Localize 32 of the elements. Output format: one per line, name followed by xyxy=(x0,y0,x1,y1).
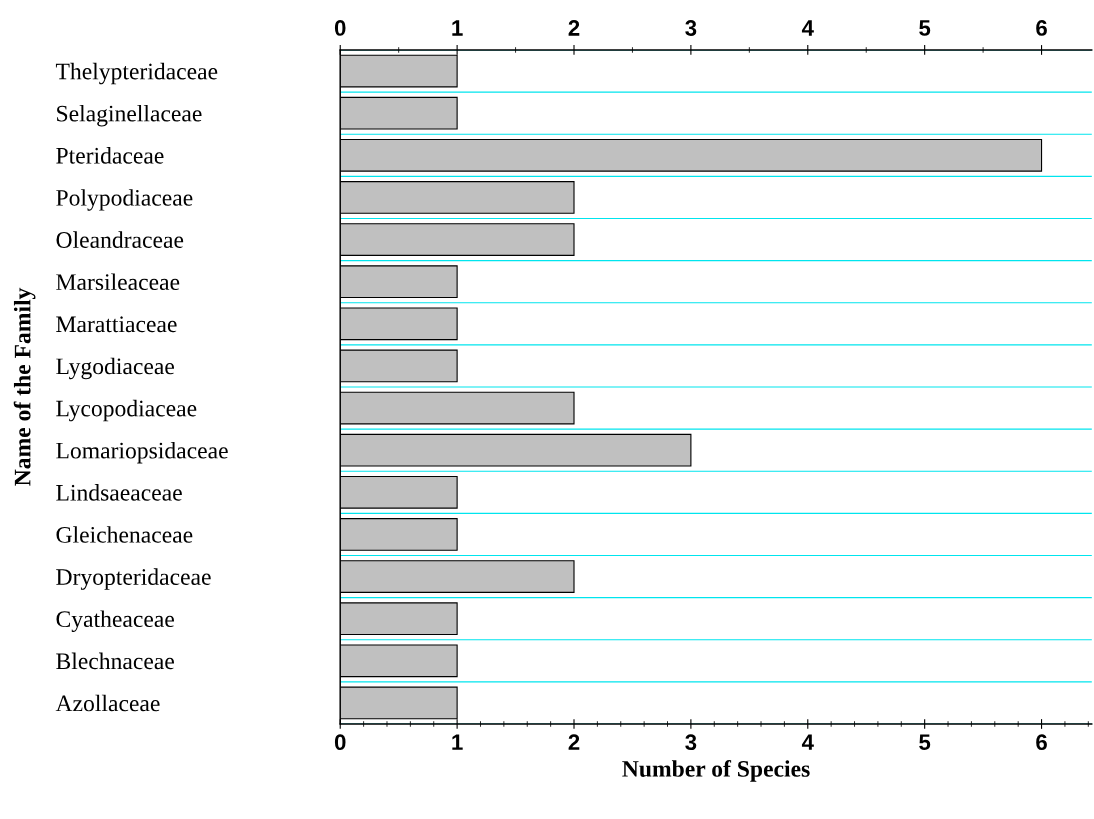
y-tick-label: Cyatheaceae xyxy=(56,610,174,632)
x-tick-label: 6 xyxy=(1036,734,1047,751)
x-tick-label: 0 xyxy=(334,734,346,751)
y-tick-label: Marattiaceae xyxy=(56,316,177,333)
y-tick-label: Gleichenaceae xyxy=(56,526,193,543)
x-tick-label: 4 xyxy=(801,734,814,750)
y-tick-label: Lindsaeaceae xyxy=(56,484,182,501)
y-tick-label: Marsileaceae xyxy=(56,273,180,291)
y-tick-label: Lycopodiaceae xyxy=(56,399,197,422)
y-tick-label: Blechnaceae xyxy=(56,652,174,670)
x2-tick-label: 3 xyxy=(685,20,697,36)
y-tick-label: Oleandraceae xyxy=(56,231,184,248)
x2-tick-label: 0 xyxy=(334,20,346,36)
y-tick-label: Lomariopsidaceae xyxy=(56,441,228,464)
x2-tick-label: 1 xyxy=(452,20,463,36)
y-tick-label: Dryopteridaceae xyxy=(56,568,211,590)
y-tick-label: Selaginellaceae xyxy=(57,104,202,127)
x2-tick-label: 6 xyxy=(1036,20,1047,36)
x-tick-label: 1 xyxy=(452,734,463,750)
y-tick-label: Thelypteridaceae xyxy=(55,62,218,85)
x2-tick-label: 5 xyxy=(919,20,931,36)
y-tick-label: Pteridaceae xyxy=(56,147,164,164)
x2-tick-label: 4 xyxy=(801,20,814,36)
y-axis-title: Name of the Family xyxy=(13,287,36,486)
y-tick-label: Lygodiaceae xyxy=(56,357,174,380)
x-tick-label: 5 xyxy=(919,734,931,751)
x-axis-title: Number of Species xyxy=(622,759,810,782)
y-tick-label: Azollaceae xyxy=(55,694,160,712)
y-tick-label: Polypodiaceae xyxy=(56,189,193,211)
x2-tick-label: 2 xyxy=(568,20,580,36)
x-tick-label: 2 xyxy=(568,734,580,750)
x-tick-label: 3 xyxy=(685,734,697,751)
